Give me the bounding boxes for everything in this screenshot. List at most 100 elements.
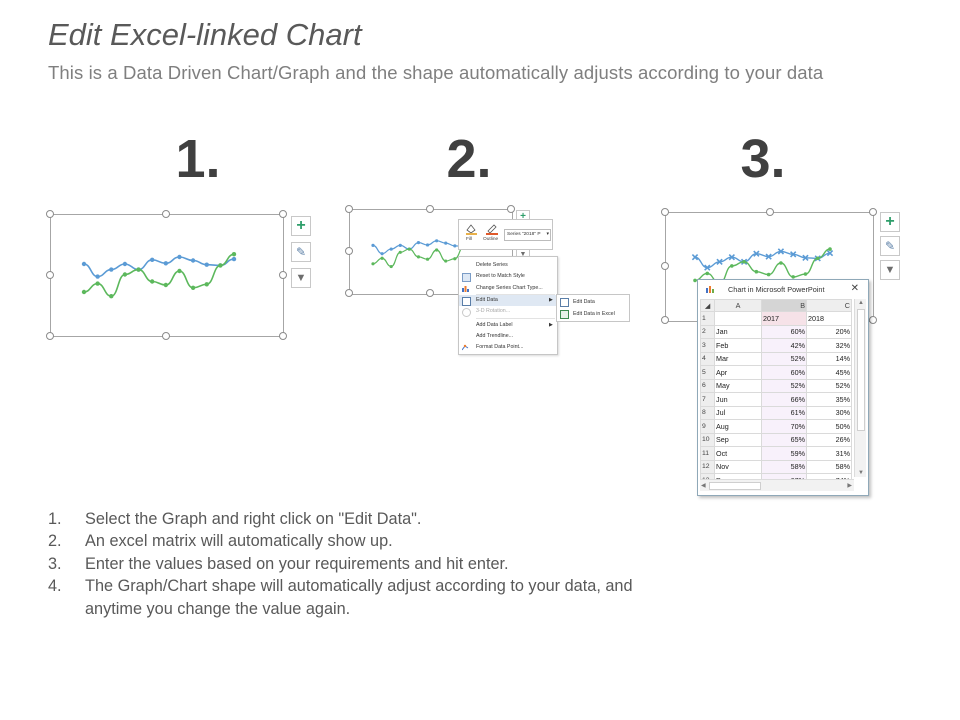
resize-handle[interactable] bbox=[661, 262, 669, 270]
column-header[interactable]: C bbox=[806, 299, 852, 312]
cell[interactable]: Jan bbox=[714, 324, 762, 339]
cell[interactable]: 32% bbox=[806, 338, 852, 353]
scroll-down-icon[interactable]: ▼ bbox=[858, 470, 864, 476]
data-point-2018-Nov[interactable] bbox=[218, 263, 223, 268]
data-point-2017-Oct[interactable] bbox=[802, 254, 809, 261]
excel-grid[interactable]: ◢ A B C 1 2017 2018 2 Jan 60% 20% 3 Feb 42% 32%… bbox=[700, 299, 852, 488]
data-point-2017-Jan[interactable] bbox=[371, 243, 375, 247]
resize-handle[interactable] bbox=[46, 210, 54, 218]
series-line-2017[interactable] bbox=[694, 250, 831, 269]
data-point-2017-Feb[interactable] bbox=[95, 274, 100, 279]
resize-handle[interactable] bbox=[279, 271, 287, 279]
row-header[interactable]: 9 bbox=[700, 419, 715, 434]
data-point-2018-Aug[interactable] bbox=[779, 261, 783, 265]
cell[interactable]: 58% bbox=[806, 459, 852, 474]
data-point-2018-Jun[interactable] bbox=[416, 255, 421, 259]
data-point-2018-Mar[interactable] bbox=[109, 294, 114, 299]
cell[interactable]: 60% bbox=[761, 365, 807, 380]
data-point-2017-Jul[interactable] bbox=[765, 253, 772, 260]
cell[interactable]: Feb bbox=[714, 338, 762, 353]
data-point-2017-Sep[interactable] bbox=[444, 241, 448, 245]
data-point-2018-Jan[interactable] bbox=[693, 278, 697, 283]
resize-handle[interactable] bbox=[507, 205, 515, 213]
cell[interactable]: 66% bbox=[761, 392, 807, 407]
cell[interactable] bbox=[714, 311, 762, 326]
data-point-2018-Aug[interactable] bbox=[435, 248, 439, 252]
resize-handle[interactable] bbox=[426, 289, 434, 297]
cell[interactable]: 42% bbox=[761, 338, 807, 353]
data-point-2017-Sep[interactable] bbox=[190, 258, 196, 263]
menu-item-format-data-point[interactable]: Format Data Point... bbox=[459, 342, 557, 353]
line-chart-1[interactable] bbox=[50, 214, 282, 335]
resize-handle[interactable] bbox=[661, 316, 669, 324]
cell[interactable]: Nov bbox=[714, 459, 762, 474]
data-point-2017-Oct[interactable] bbox=[204, 262, 209, 267]
cell[interactable]: 2018 bbox=[806, 311, 852, 326]
data-point-2018-Aug[interactable] bbox=[177, 268, 182, 274]
chart-elements-button[interactable]: + bbox=[880, 212, 900, 232]
select-all-corner[interactable]: ◢ bbox=[700, 299, 715, 312]
scroll-right-icon[interactable]: ▶ bbox=[847, 483, 852, 489]
data-point-2018-Jun[interactable] bbox=[149, 279, 155, 284]
data-point-2017-Mar[interactable] bbox=[716, 258, 723, 266]
data-point-2017-Aug[interactable] bbox=[435, 239, 439, 243]
data-point-2018-Apr[interactable] bbox=[730, 264, 734, 268]
data-point-2018-Jul[interactable] bbox=[425, 257, 430, 261]
vertical-scrollbar[interactable]: ▲ ▼ bbox=[854, 299, 866, 477]
cell[interactable]: 2017 bbox=[761, 311, 807, 326]
scroll-thumb[interactable] bbox=[857, 309, 865, 431]
data-point-2018-Oct[interactable] bbox=[453, 257, 457, 261]
data-point-2018-Nov[interactable] bbox=[815, 256, 820, 261]
data-point-2018-Mar[interactable] bbox=[389, 264, 393, 269]
submenu-item-edit-data[interactable]: Edit Data bbox=[557, 296, 629, 308]
cell[interactable]: 31% bbox=[806, 446, 852, 461]
cell[interactable]: 52% bbox=[761, 351, 807, 366]
data-point-2018-Dec[interactable] bbox=[828, 247, 832, 251]
data-point-2017-Dec[interactable] bbox=[826, 249, 834, 257]
menu-item-add-data-label[interactable]: Add Data Label ▶ bbox=[476, 322, 553, 328]
series-line-2017[interactable] bbox=[83, 256, 235, 278]
chart-filters-button[interactable]: ▼ bbox=[291, 268, 311, 288]
horizontal-scrollbar[interactable]: ◀ ▶ bbox=[700, 479, 854, 491]
row-header[interactable]: 2 bbox=[700, 324, 715, 339]
data-point-2018-Apr[interactable] bbox=[398, 250, 402, 254]
submenu-item-edit-in-excel[interactable]: Edit Data in Excel bbox=[557, 308, 629, 320]
scroll-up-icon[interactable]: ▲ bbox=[858, 300, 864, 306]
series-line-2018[interactable] bbox=[83, 253, 235, 298]
cell[interactable]: 35% bbox=[806, 392, 852, 407]
row-header[interactable]: 5 bbox=[700, 365, 715, 380]
resize-handle[interactable] bbox=[869, 316, 877, 324]
data-point-2017-Dec[interactable] bbox=[231, 256, 237, 262]
data-point-2017-Jul[interactable] bbox=[425, 243, 430, 247]
cell[interactable]: 50% bbox=[806, 419, 852, 434]
cell[interactable]: 60% bbox=[761, 324, 807, 339]
resize-handle[interactable] bbox=[426, 205, 434, 213]
row-header[interactable]: 1 bbox=[700, 311, 715, 326]
data-point-2017-Jun[interactable] bbox=[149, 257, 155, 262]
close-icon[interactable]: ✕ bbox=[850, 283, 859, 294]
menu-item-add-trendline[interactable]: Add Trendline... bbox=[476, 333, 514, 339]
menu-item-change-chart-type[interactable]: Change Series Chart Type... bbox=[459, 283, 557, 294]
menu-item-delete-series[interactable]: Delete Series bbox=[476, 262, 508, 268]
cell[interactable]: 30% bbox=[806, 405, 852, 420]
menu-item-reset-style[interactable]: Reset to Match Style bbox=[459, 271, 557, 282]
data-point-2018-Jul[interactable] bbox=[163, 282, 169, 288]
resize-handle[interactable] bbox=[162, 210, 170, 218]
fill-bucket-icon[interactable] bbox=[464, 223, 478, 235]
resize-handle[interactable] bbox=[661, 208, 669, 216]
cell[interactable]: Sep bbox=[714, 432, 762, 447]
data-point-2017-Feb[interactable] bbox=[380, 252, 384, 256]
chart-styles-button[interactable]: ✎ bbox=[291, 242, 311, 262]
column-header[interactable]: A bbox=[714, 299, 762, 312]
row-header[interactable]: 6 bbox=[700, 378, 715, 393]
data-point-2018-Oct[interactable] bbox=[204, 282, 209, 287]
data-point-2017-Aug[interactable] bbox=[777, 248, 785, 255]
data-point-2017-Jan[interactable] bbox=[691, 254, 699, 261]
data-point-2017-Jan[interactable] bbox=[81, 261, 87, 267]
cell[interactable]: 14% bbox=[806, 351, 852, 366]
cell[interactable]: 52% bbox=[761, 378, 807, 393]
series-selector[interactable]: Series "2018" P ▾ bbox=[504, 229, 551, 241]
cell[interactable]: 26% bbox=[806, 432, 852, 447]
data-point-2018-Sep[interactable] bbox=[190, 285, 196, 290]
data-point-2017-Apr[interactable] bbox=[728, 254, 735, 261]
